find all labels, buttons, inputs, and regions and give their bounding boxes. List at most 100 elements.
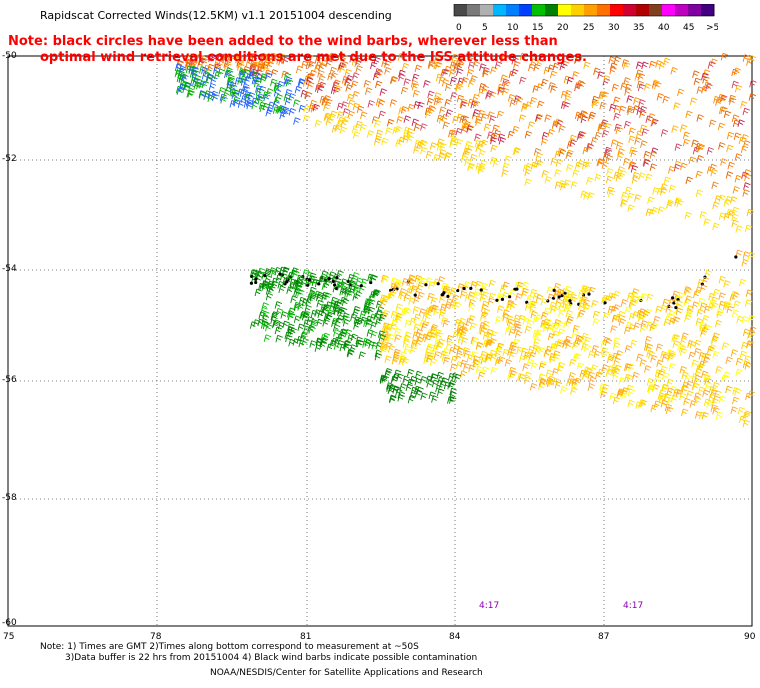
- legend-swatch: [649, 4, 663, 16]
- wind-barb: [394, 334, 402, 342]
- wind-barb: [731, 213, 739, 222]
- wind-barb: [609, 392, 617, 401]
- wind-barb: [274, 326, 283, 335]
- wind-barb: [639, 359, 647, 367]
- wind-barb: [711, 181, 719, 189]
- lon-label-78: 78: [150, 632, 162, 642]
- wind-barb: [351, 80, 359, 88]
- wind-barb: [706, 147, 715, 155]
- legend-label: 0: [456, 23, 462, 33]
- wind-barb: [374, 318, 383, 326]
- wind-barb: [508, 351, 517, 359]
- wind-barb: [734, 249, 743, 259]
- wind-barb: [329, 66, 337, 75]
- wind-barb: [377, 99, 386, 108]
- wind-barb: [496, 110, 505, 119]
- wind-barb: [628, 135, 636, 144]
- wind-barb: [610, 139, 619, 147]
- legend-label: 35: [633, 23, 644, 33]
- wind-barb: [668, 363, 676, 371]
- contamination-dot: [436, 282, 440, 286]
- wind-barb: [480, 139, 489, 148]
- wind-barb: [412, 306, 420, 314]
- wind-barb: [707, 345, 715, 354]
- wind-barb: [412, 73, 420, 82]
- wind-barb: [475, 118, 483, 126]
- wind-barb: [403, 115, 411, 123]
- legend-swatch: [454, 4, 468, 16]
- wind-barb: [490, 366, 498, 375]
- wind-barb: [605, 154, 613, 163]
- wind-barb: [714, 319, 723, 328]
- wind-barb: [352, 102, 361, 111]
- wind-barb: [341, 298, 350, 307]
- wind-barb: [734, 84, 743, 93]
- wind-barb: [489, 338, 497, 346]
- wind-barb: [427, 60, 436, 68]
- wind-barb: [414, 64, 422, 73]
- wind-barb: [674, 143, 682, 151]
- wind-barb: [749, 79, 757, 88]
- wind-barb: [597, 71, 605, 79]
- wind-barb: [265, 292, 274, 301]
- wind-barb: [734, 174, 742, 183]
- wind-barb: [242, 83, 250, 91]
- wind-barb: [425, 150, 434, 159]
- wind-barb: [640, 140, 648, 148]
- contamination-dot: [335, 275, 339, 280]
- wind-barb: [426, 97, 435, 106]
- contamination-dot: [552, 288, 556, 292]
- wind-barb: [666, 387, 674, 395]
- wind-barb: [544, 176, 552, 184]
- wind-barb: [359, 123, 367, 132]
- wind-barb: [284, 97, 292, 106]
- wind-barb: [694, 339, 702, 348]
- wind-barb: [668, 184, 677, 193]
- wind-barb: [624, 306, 632, 315]
- wind-barb: [455, 84, 463, 92]
- wind-barb: [316, 85, 325, 94]
- wind-barb: [285, 334, 293, 343]
- wind-barb: [609, 66, 617, 75]
- wind-barb: [363, 79, 371, 88]
- wind-barb: [433, 154, 441, 162]
- wind-barb: [578, 81, 586, 89]
- wind-barb: [646, 293, 654, 302]
- wind-barb: [403, 78, 411, 86]
- legend-swatch: [597, 4, 611, 16]
- wind-barb: [593, 67, 601, 75]
- wind-barb: [535, 329, 543, 337]
- wind-barb: [604, 338, 613, 346]
- wind-barb: [433, 61, 441, 70]
- wind-barb: [615, 350, 624, 358]
- wind-barb: [459, 370, 468, 378]
- wind-barb: [572, 169, 580, 177]
- wind-barb: [519, 76, 527, 85]
- wind-barb: [450, 92, 458, 100]
- wind-barb: [582, 146, 590, 155]
- wind-barb: [501, 169, 509, 177]
- wind-barb: [712, 222, 720, 231]
- wind-barb: [381, 137, 389, 146]
- wind-barb: [394, 327, 402, 336]
- wind-barb: [220, 96, 228, 104]
- wind-barb: [570, 181, 578, 189]
- legend-swatch: [571, 4, 585, 16]
- wind-barb: [541, 170, 549, 178]
- wind-barb: [569, 134, 577, 143]
- wind-barb: [358, 351, 366, 359]
- wind-barb: [458, 58, 466, 66]
- wind-barb: [508, 70, 516, 79]
- wind-barb: [420, 140, 428, 149]
- wind-barb: [564, 89, 573, 98]
- lat-label-60: -60: [2, 618, 17, 628]
- wind-barb: [623, 120, 632, 129]
- wind-barb: [647, 196, 655, 205]
- wind-barb: [237, 63, 245, 71]
- wind-barb: [294, 85, 303, 94]
- wind-barb: [685, 110, 693, 119]
- wind-barb: [689, 400, 697, 408]
- wind-barb: [280, 311, 288, 319]
- wind-barb: [740, 145, 749, 153]
